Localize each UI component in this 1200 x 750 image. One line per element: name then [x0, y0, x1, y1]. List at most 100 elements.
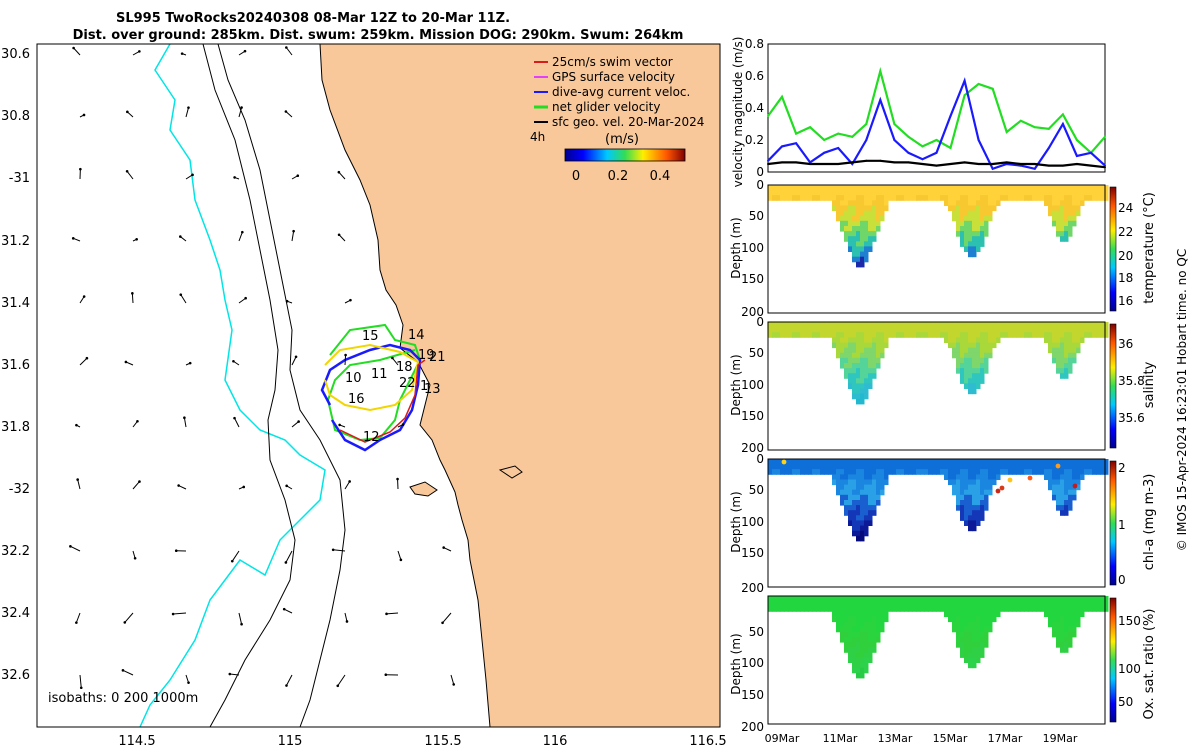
sfc-geo-arrow-head: [344, 353, 347, 357]
section-cell: [1096, 459, 1101, 465]
section-cell: [784, 596, 789, 602]
section-cell: [1068, 231, 1073, 237]
section-cell: [940, 606, 945, 612]
section-cell: [1056, 231, 1061, 237]
section-cell: [872, 469, 877, 475]
section-cell: [872, 210, 877, 217]
section-cell: [840, 195, 845, 201]
section-cell: [860, 251, 865, 258]
section-cell: [984, 363, 989, 369]
chla-hotspot: [999, 485, 1005, 491]
section-cell: [972, 246, 977, 252]
section-cell: [944, 611, 949, 617]
section-cell: [972, 494, 977, 501]
section-cell: [984, 357, 989, 364]
section-cell: [1040, 327, 1045, 333]
section-cell: [856, 616, 861, 623]
section-cell: [988, 337, 993, 343]
section-cell: [848, 510, 853, 516]
section-cell: [1068, 505, 1073, 511]
section-cell: [1056, 215, 1061, 222]
section-cell: [1096, 601, 1101, 607]
section-cell: [900, 195, 905, 201]
section-cell: [1056, 205, 1061, 212]
section-cell: [1052, 190, 1057, 196]
section-cell: [960, 494, 965, 501]
sfc-geo-arrow-head: [452, 683, 456, 686]
section-cell: [1072, 327, 1077, 333]
sfc-geo-arrow-head: [75, 423, 78, 427]
series-point: [809, 126, 812, 129]
section-cell: [984, 342, 989, 349]
section-cell: [824, 322, 829, 328]
section-cell: [964, 226, 969, 232]
sfc-geo-arrow-head: [399, 558, 403, 562]
sfc-geo-arrow-head: [337, 170, 341, 174]
section-cell: [952, 332, 957, 338]
section-frame: [767, 458, 1106, 588]
section-cell: [1076, 474, 1081, 480]
section-cell: [860, 667, 865, 674]
series-point: [1033, 163, 1036, 165]
section-cell: [844, 185, 849, 191]
section-cell: [952, 215, 957, 222]
section-cell: [980, 469, 985, 475]
section-cell: [852, 185, 857, 191]
section-cell: [836, 322, 841, 328]
section-cell: [968, 647, 973, 653]
section-cell: [992, 322, 997, 328]
section-cell: [864, 322, 869, 328]
series-point: [1104, 166, 1106, 169]
section-cell: [972, 195, 977, 201]
section-cell: [1032, 596, 1037, 602]
section-cell: [808, 327, 813, 333]
section-cell: [844, 631, 849, 638]
section-cell: [980, 337, 985, 343]
sfc-geo-arrow-head: [135, 237, 138, 241]
series-point: [781, 95, 784, 98]
section-cell: [904, 459, 909, 465]
section-cell: [1064, 347, 1069, 354]
section-cell: [960, 474, 965, 480]
section-cell: [1048, 459, 1053, 465]
section-cell: [1048, 185, 1053, 191]
section-cell: [960, 652, 965, 658]
section-cell: [936, 190, 941, 196]
series-point: [935, 151, 938, 154]
section-cell: [848, 489, 853, 496]
section-cell: [1100, 185, 1105, 191]
legend-label: net glider velocity: [552, 100, 660, 114]
section-cell: [964, 484, 969, 491]
section-cell: [772, 601, 777, 607]
sfc-geo-arrow: [234, 417, 240, 428]
section-cell: [884, 479, 889, 486]
section-cell: [888, 327, 893, 333]
section-cell: [980, 596, 985, 602]
section-cell: [1044, 322, 1049, 328]
section-cell: [844, 195, 849, 201]
section-cell: [852, 515, 857, 521]
section-cell: [1052, 601, 1057, 607]
section-cell: [912, 596, 917, 602]
section-cell: [1052, 479, 1057, 486]
section-cell: [960, 368, 965, 374]
section-cell: [1020, 606, 1025, 612]
section-cell: [852, 215, 857, 222]
map-ytick: -31: [9, 171, 30, 186]
section-cell: [1052, 220, 1057, 227]
salinity-panel-text: 0 50 100 150 200 Depth (m) 36 35.8 35.6 …: [729, 315, 1157, 455]
section-cell: [852, 200, 857, 206]
section-cell: [848, 484, 853, 491]
section-cell: [888, 185, 893, 191]
section-cell: [860, 626, 865, 633]
section-cell: [968, 383, 973, 389]
section-cell: [976, 373, 981, 379]
section-cell: [1052, 185, 1057, 191]
section-cell: [848, 383, 853, 389]
section-cell: [920, 185, 925, 191]
section-cell: [960, 616, 965, 623]
section-cell: [932, 185, 937, 191]
section-cell: [1088, 322, 1093, 328]
sfc-geo-arrow-head: [240, 622, 243, 626]
section-cell: [988, 621, 993, 628]
